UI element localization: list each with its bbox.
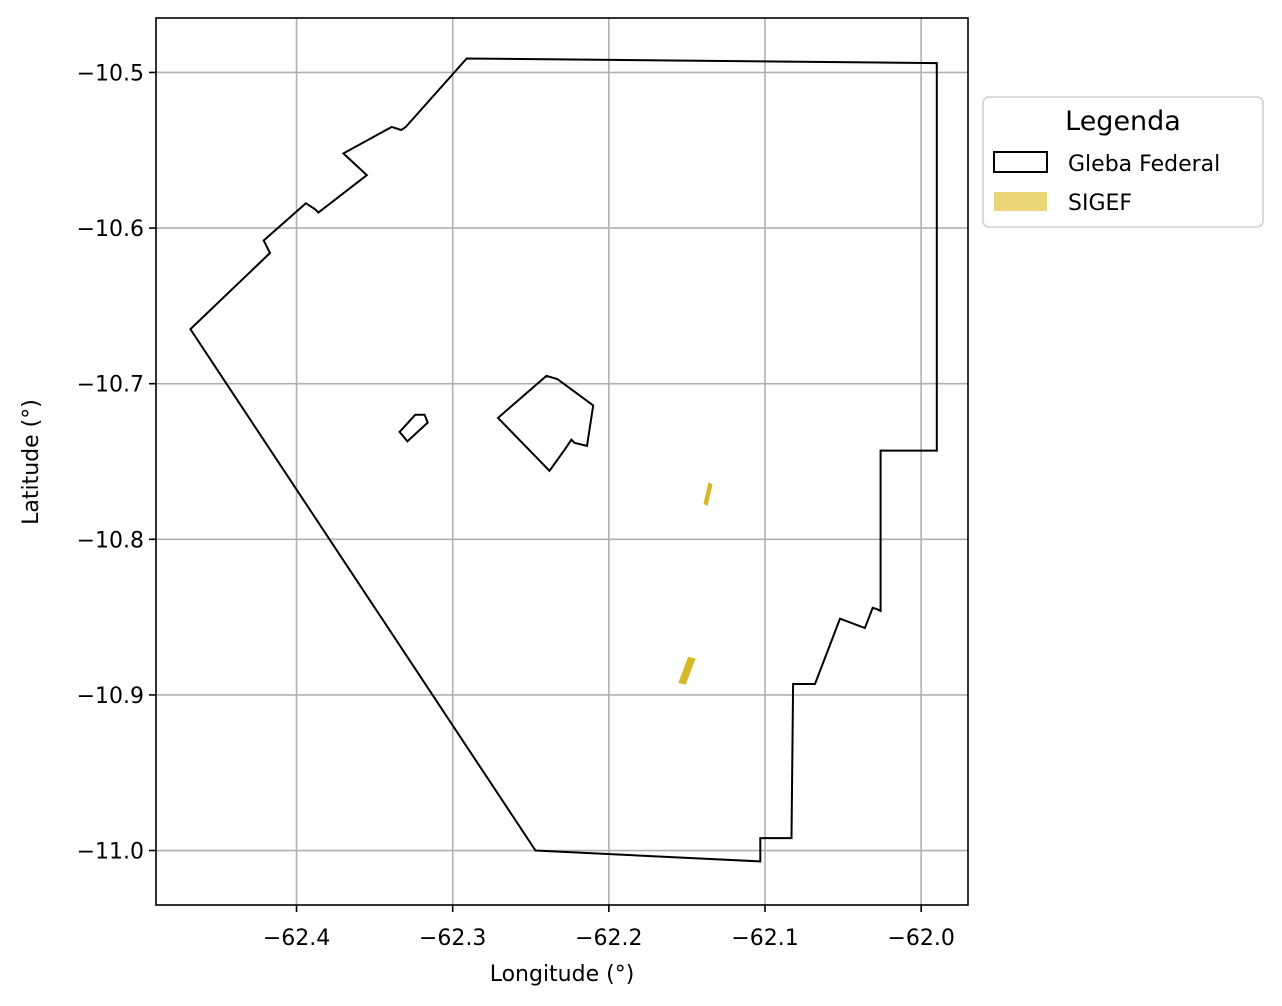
y-tick-label: −10.7 <box>77 373 144 398</box>
legend-label-sigef: SIGEF <box>1068 191 1132 216</box>
y-axis-ticks: −10.5 −10.6 −10.7 −10.8 −10.9 −11.0 <box>77 61 156 865</box>
x-tick-label: −62.3 <box>419 926 486 951</box>
x-tick-label: −62.1 <box>731 926 798 951</box>
x-tick-label: −62.0 <box>887 926 954 951</box>
x-axis-label: Longitude (°) <box>490 962 635 987</box>
legend-title: Legenda <box>1065 106 1181 137</box>
legend-label-gleba-federal: Gleba Federal <box>1068 152 1220 177</box>
plot-area <box>155 17 969 906</box>
sigef-polygon <box>678 656 696 685</box>
grid-lines <box>156 18 968 905</box>
x-tick-label: −62.2 <box>575 926 642 951</box>
y-tick-label: −10.8 <box>77 528 144 553</box>
map-layers <box>189 57 938 863</box>
legend-swatch-sigef <box>994 192 1047 211</box>
plot-frame <box>155 17 969 906</box>
x-tick-label: −62.4 <box>263 926 330 951</box>
legend-box <box>982 96 1264 228</box>
y-tick-label: −10.5 <box>77 61 144 86</box>
y-tick-label: −11.0 <box>77 840 144 865</box>
y-tick-label: −10.6 <box>77 217 144 242</box>
legend: Legenda Gleba Federal SIGEF <box>982 96 1264 228</box>
x-axis-ticks: −62.4 −62.3 −62.2 −62.1 −62.0 <box>263 905 955 951</box>
y-axis-label: Latitude (°) <box>19 399 44 525</box>
gleba-federal-polygon <box>496 374 595 473</box>
gleba-federal-polygon <box>398 413 429 443</box>
legend-swatch-gleba-federal <box>993 151 1048 173</box>
gleba-federal-polygon <box>189 57 938 863</box>
sigef-polygon <box>703 482 713 506</box>
y-tick-label: −10.9 <box>77 684 144 709</box>
